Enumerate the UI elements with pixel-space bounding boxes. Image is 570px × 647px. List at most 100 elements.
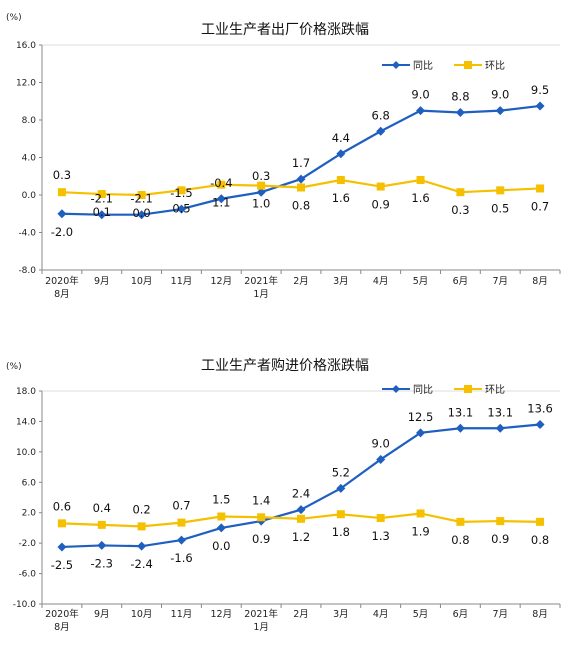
x-tick-label: 2020年 [45, 275, 79, 287]
legend: 同比 环比 [382, 384, 505, 396]
data-point-同比 [216, 523, 226, 533]
data-label-同比: 9.5 [531, 83, 549, 97]
data-label-同比: -1.5 [170, 186, 192, 200]
data-label-环比: 0.3 [53, 168, 71, 182]
data-label-同比: 0.9 [252, 532, 270, 546]
chart-ppi-input: 工业生产者购进价格涨跌幅 (%) -10.0 -6.0 -2.0 2.0 6.0 10.0 14… [0, 345, 570, 643]
data-point-同比 [216, 194, 226, 204]
x-tick-label: 5月 [413, 609, 429, 620]
data-point-同比 [455, 423, 465, 433]
data-point-环比 [376, 514, 385, 523]
data-point-环比 [456, 188, 465, 197]
data-point-环比 [257, 181, 266, 190]
x-tick-label: 6月 [453, 609, 469, 620]
data-label-同比: -2.3 [91, 556, 113, 570]
y-tick-label: 8.0 [22, 116, 37, 126]
x-tick-label: 2021年 [244, 275, 278, 287]
data-label-同比: 6.8 [372, 108, 390, 122]
x-tick-label: 12月 [211, 276, 233, 287]
data-label-环比: 1.9 [411, 524, 429, 538]
data-label-环比: 1.3 [372, 529, 390, 543]
data-point-同比 [495, 423, 505, 433]
data-label-同比: -0.4 [210, 176, 232, 190]
data-point-环比 [177, 186, 186, 195]
data-point-同比 [57, 209, 67, 219]
y-tick-label: 2.0 [22, 509, 37, 519]
data-label-环比: 0.3 [451, 203, 469, 217]
x-tick-label: 1月 [253, 622, 269, 633]
y-tick-label: -8.0 [18, 266, 36, 276]
data-point-环比 [137, 191, 146, 199]
y-tick-label: -10.0 [13, 600, 37, 610]
x-tick-label: 9月 [94, 609, 110, 620]
data-point-环比 [57, 519, 66, 528]
y-tick-label: 14.0 [16, 417, 36, 427]
legend-marker-同比 [392, 385, 400, 393]
data-point-同比 [137, 541, 147, 551]
data-label-环比: 0.7 [531, 199, 549, 213]
x-tick-label: 8月 [54, 289, 70, 300]
unit-label: (%) [6, 13, 22, 23]
data-label-环比: 1.4 [252, 493, 270, 507]
data-label-环比: 1.0 [252, 197, 270, 211]
data-label-环比: 0.8 [292, 199, 310, 213]
data-point-环比 [137, 522, 146, 531]
x-tick-label: 2020年 [45, 608, 79, 620]
legend-label-同比: 同比 [413, 384, 433, 396]
data-label-环比: 0.5 [172, 201, 190, 215]
data-label-同比: -1.6 [170, 551, 192, 565]
x-tick-label: 6月 [453, 276, 469, 287]
legend-label-同比: 同比 [413, 60, 433, 72]
data-label-环比: 1.8 [332, 525, 350, 539]
data-label-同比: -2.1 [91, 192, 113, 206]
data-label-环比: 0.1 [93, 205, 111, 219]
data-label-同比: 4.4 [332, 131, 350, 145]
data-point-环比 [97, 190, 106, 199]
chart-ppi-output-svg: 工业生产者出厂价格涨跌幅 (%) -8.0 -4.0 0.0 4.0 8.0 12.0 16.0… [6, 13, 561, 300]
data-point-同比 [256, 187, 266, 197]
x-tick-label: 11月 [171, 609, 193, 620]
data-point-环比 [416, 176, 425, 184]
data-label-环比: 1.5 [212, 493, 230, 507]
data-point-同比 [495, 106, 505, 116]
legend-marker-环比 [464, 61, 472, 69]
data-point-环比 [217, 512, 226, 521]
data-point-环比 [336, 176, 345, 184]
y-tick-label: 18.0 [16, 387, 36, 397]
data-point-同比 [296, 174, 306, 184]
data-point-同比 [535, 101, 545, 111]
legend: 同比 环比 [382, 60, 505, 72]
y-tick-label: -2.0 [18, 539, 36, 549]
data-label-环比: 0.6 [53, 499, 71, 513]
data-label-环比: 0.2 [132, 502, 150, 516]
x-tick-label: 10月 [131, 609, 153, 620]
data-point-环比 [496, 517, 505, 526]
chart-ppi-output: 工业生产者出厂价格涨跌幅 (%) -8.0 -4.0 0.0 4.0 8.0 12.0 16.0… [0, 0, 570, 310]
data-label-同比: 13.1 [487, 405, 513, 419]
data-label-同比: -2.0 [51, 225, 73, 239]
data-point-环比 [57, 188, 66, 197]
data-label-同比: 1.7 [292, 156, 310, 170]
data-point-同比 [336, 149, 346, 159]
x-tick-label: 9月 [94, 276, 110, 287]
chart-ppi-input-svg: 工业生产者购进价格涨跌幅 (%) -10.0 -6.0 -2.0 2.0 6.0 10.0 14… [6, 358, 561, 633]
data-label-同比: 9.0 [372, 436, 390, 450]
data-point-环比 [496, 186, 505, 195]
data-point-环比 [177, 518, 186, 527]
data-label-同比: 12.5 [408, 410, 434, 424]
x-tick-label: 4月 [373, 609, 389, 620]
data-point-同比 [416, 106, 426, 116]
y-tick-label: 4.0 [22, 154, 37, 164]
data-point-同比 [176, 535, 186, 545]
y-tick-label: 16.0 [16, 41, 36, 51]
x-tick-label: 4月 [373, 276, 389, 287]
data-point-同比 [535, 419, 545, 429]
x-tick-label: 7月 [492, 609, 508, 620]
data-point-环比 [217, 180, 226, 189]
x-tick-label: 7月 [492, 276, 508, 287]
data-point-同比 [176, 204, 186, 214]
y-tick-label: -4.0 [18, 229, 36, 239]
chart-title: 工业生产者出厂价格涨跌幅 [201, 22, 369, 38]
unit-label: (%) [6, 362, 22, 372]
legend-marker-环比 [464, 385, 472, 393]
